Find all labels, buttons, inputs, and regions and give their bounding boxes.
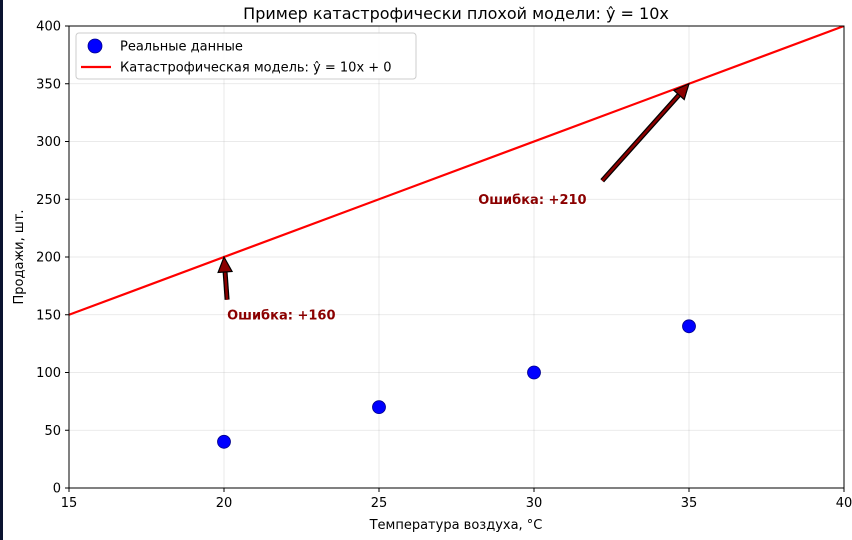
x-tick-label: 30 [526, 496, 543, 511]
annotations-layer: Ошибка: +160 Ошибка: +210 [217, 82, 690, 323]
data-point [217, 434, 231, 449]
y-tick-label: 50 [44, 424, 61, 439]
annotation-arrow-shaft [223, 271, 229, 300]
annotation-arrow-shaft [601, 94, 680, 182]
annotation-arrow-head [672, 82, 690, 101]
x-tick-label: 20 [216, 496, 233, 511]
annotation-label: Ошибка: +210 [478, 193, 586, 208]
x-tick-label: 25 [371, 496, 388, 511]
data-point [372, 400, 386, 415]
x-tick-label: 15 [61, 496, 78, 511]
y-tick-label: 300 [36, 135, 61, 150]
y-tick-label: 400 [36, 20, 61, 35]
y-tick-label: 150 [36, 308, 61, 323]
x-tick-label: 40 [836, 496, 852, 511]
y-tick-label: 100 [36, 366, 61, 381]
annotation-label: Ошибка: +160 [227, 308, 335, 323]
data-points-layer [217, 319, 696, 449]
grid [68, 25, 845, 489]
y-tick-label: 250 [36, 193, 61, 208]
annotation-arrow-head [217, 255, 234, 274]
y-axis-label: Продажи, шт. [12, 210, 27, 305]
y-tick-label: 350 [36, 77, 61, 92]
chart-title: Пример катастрофически плохой модели: ŷ … [243, 4, 669, 23]
model-line-layer [69, 26, 844, 316]
y-tick-label: 0 [53, 482, 61, 497]
legend-marker-swatch [87, 38, 103, 54]
legend: Реальные данные Катастрофическая модель: … [75, 32, 417, 80]
data-point [682, 319, 696, 334]
x-tick-label: 35 [681, 496, 698, 511]
y-tick-label: 200 [36, 251, 61, 266]
x-axis-label: Температура воздуха, °C [369, 518, 543, 533]
window-edge [0, 0, 3, 540]
data-point [527, 365, 541, 380]
model-line [69, 26, 844, 316]
legend-box [75, 32, 417, 80]
legend-label: Реальные данные [120, 40, 243, 55]
legend-label: Катастрофическая модель: ŷ = 10x + 0 [120, 61, 392, 76]
